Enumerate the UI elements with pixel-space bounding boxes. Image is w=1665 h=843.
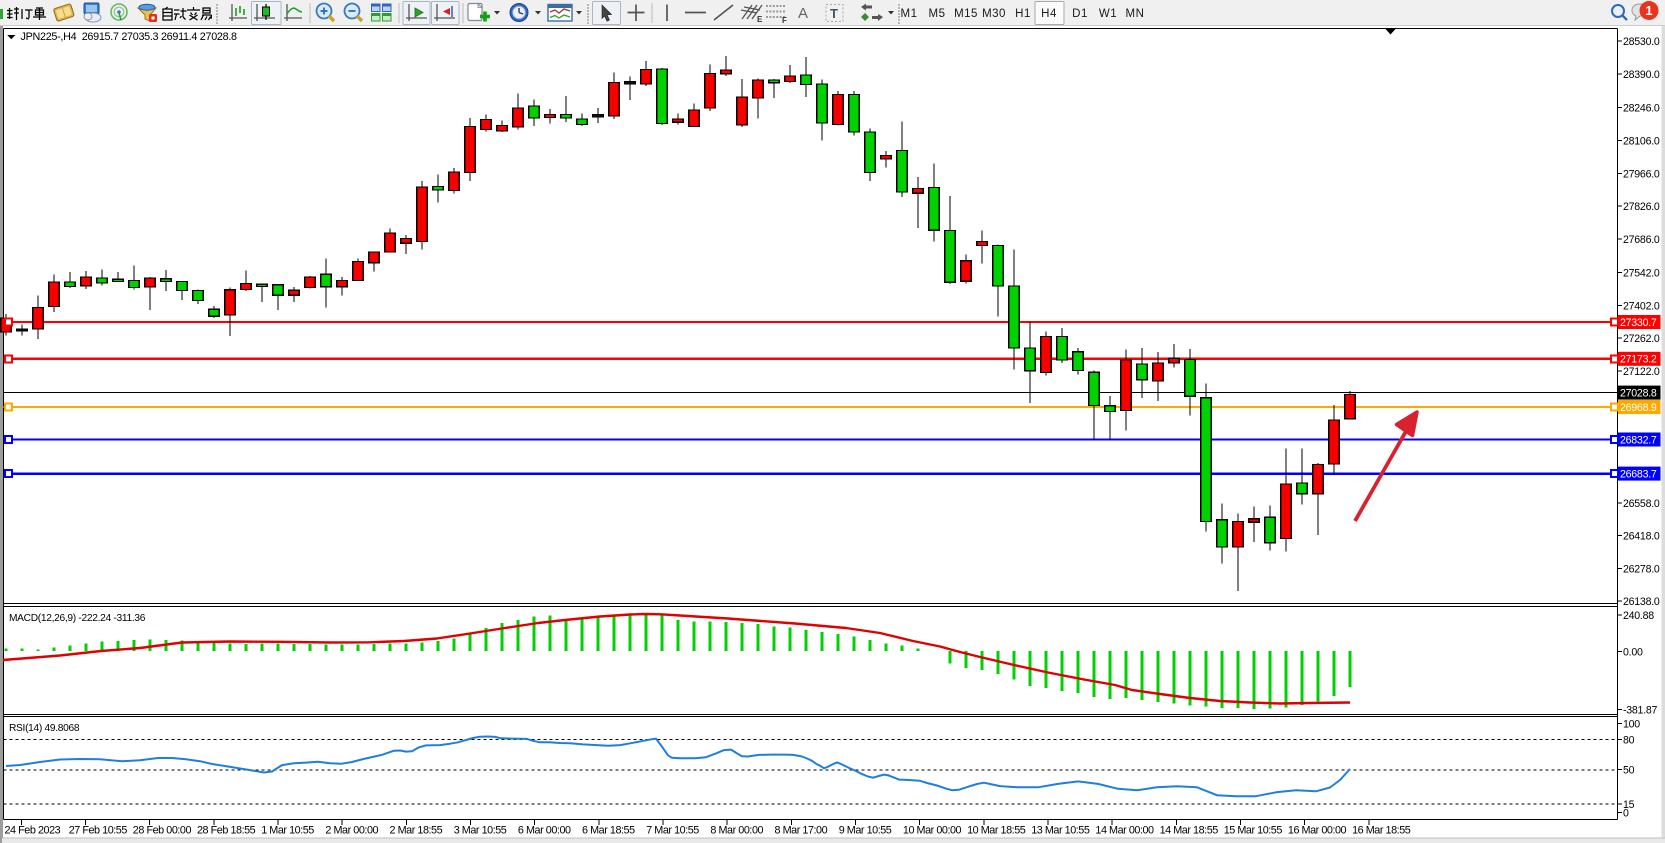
svg-text:MACD(12,26,9) -222.24 -311.36: MACD(12,26,9) -222.24 -311.36 — [9, 613, 146, 624]
svg-text:10 Mar 00:00: 10 Mar 00:00 — [903, 825, 962, 837]
svg-text:15: 15 — [1623, 799, 1635, 811]
svg-text:26968.9: 26968.9 — [1620, 402, 1657, 414]
svg-text:27542.0: 27542.0 — [1623, 268, 1660, 280]
svg-text:100: 100 — [1623, 719, 1640, 731]
svg-text:10 Mar 18:55: 10 Mar 18:55 — [967, 825, 1026, 837]
svg-text:28246.0: 28246.0 — [1623, 103, 1660, 115]
svg-text:28390.0: 28390.0 — [1623, 69, 1660, 81]
svg-text:8 Mar 17:00: 8 Mar 17:00 — [775, 825, 828, 837]
svg-text:H1: H1 — [1015, 8, 1031, 20]
svg-text:W1: W1 — [1099, 8, 1117, 20]
svg-text:26683.7: 26683.7 — [1620, 468, 1657, 480]
svg-text:6 Mar 18:55: 6 Mar 18:55 — [582, 825, 635, 837]
svg-text:27122.0: 27122.0 — [1623, 366, 1660, 378]
svg-text:A: A — [798, 5, 808, 22]
svg-text:0.00: 0.00 — [1623, 647, 1643, 659]
svg-text:26832.7: 26832.7 — [1620, 434, 1657, 446]
svg-text:14 Mar 18:55: 14 Mar 18:55 — [1160, 825, 1219, 837]
svg-text:F: F — [782, 16, 787, 25]
svg-text:28106.0: 28106.0 — [1623, 136, 1660, 148]
svg-text:9 Mar 10:55: 9 Mar 10:55 — [839, 825, 892, 837]
svg-text:27262.0: 27262.0 — [1623, 333, 1660, 345]
svg-text:26418.0: 26418.0 — [1623, 531, 1660, 543]
svg-text:JPN225-,H4 26915.7 27035.3 26: JPN225-,H4 26915.7 27035.3 26911.4 27028… — [21, 31, 238, 43]
svg-text:14 Mar 00:00: 14 Mar 00:00 — [1095, 825, 1154, 837]
svg-text:26558.0: 26558.0 — [1623, 498, 1660, 510]
svg-text:M1: M1 — [901, 8, 918, 20]
svg-text:240.88: 240.88 — [1623, 610, 1654, 622]
svg-text:28 Feb 18:55: 28 Feb 18:55 — [197, 825, 256, 837]
svg-text:7 Mar 10:55: 7 Mar 10:55 — [646, 825, 699, 837]
svg-text:27 Feb 10:55: 27 Feb 10:55 — [69, 825, 128, 837]
svg-text:27330.7: 27330.7 — [1620, 317, 1657, 329]
svg-text:16 Mar 18:55: 16 Mar 18:55 — [1352, 825, 1411, 837]
svg-text:1 Mar 10:55: 1 Mar 10:55 — [261, 825, 314, 837]
svg-text:28530.0: 28530.0 — [1623, 36, 1660, 48]
svg-text:M30: M30 — [982, 8, 1006, 20]
svg-text:27028.8: 27028.8 — [1620, 387, 1657, 399]
svg-text:80: 80 — [1623, 735, 1635, 747]
svg-text:3 Mar 10:55: 3 Mar 10:55 — [454, 825, 507, 837]
svg-text:1: 1 — [1645, 3, 1652, 18]
svg-text:15 Mar 10:55: 15 Mar 10:55 — [1224, 825, 1283, 837]
svg-text:27402.0: 27402.0 — [1623, 300, 1660, 312]
svg-text:RSI(14) 49.8068: RSI(14) 49.8068 — [9, 723, 80, 734]
svg-text:-381.87: -381.87 — [1623, 704, 1658, 716]
svg-text:13 Mar 10:55: 13 Mar 10:55 — [1031, 825, 1090, 837]
svg-text:50: 50 — [1623, 765, 1635, 777]
svg-text:E: E — [757, 15, 763, 24]
svg-text:H4: H4 — [1041, 8, 1057, 20]
svg-text:16 Mar 00:00: 16 Mar 00:00 — [1288, 825, 1347, 837]
svg-text:M15: M15 — [954, 8, 978, 20]
svg-text:M5: M5 — [929, 8, 946, 20]
svg-text:26138.0: 26138.0 — [1623, 596, 1660, 608]
svg-text:T: T — [830, 6, 838, 21]
svg-text:24 Feb 2023: 24 Feb 2023 — [5, 825, 61, 837]
svg-text:6 Mar 00:00: 6 Mar 00:00 — [518, 825, 571, 837]
svg-text:MN: MN — [1126, 8, 1145, 20]
svg-text:27966.0: 27966.0 — [1623, 168, 1660, 180]
svg-text:2 Mar 18:55: 2 Mar 18:55 — [390, 825, 443, 837]
svg-text:2 Mar 00:00: 2 Mar 00:00 — [325, 825, 378, 837]
svg-text:0: 0 — [1623, 808, 1629, 820]
svg-text:27826.0: 27826.0 — [1623, 201, 1660, 213]
svg-text:28 Feb 00:00: 28 Feb 00:00 — [133, 825, 192, 837]
svg-text:27173.2: 27173.2 — [1620, 354, 1657, 366]
svg-text:26278.0: 26278.0 — [1623, 564, 1660, 576]
svg-text:27686.0: 27686.0 — [1623, 234, 1660, 246]
svg-text:D1: D1 — [1072, 8, 1088, 20]
svg-text:8 Mar 00:00: 8 Mar 00:00 — [710, 825, 763, 837]
